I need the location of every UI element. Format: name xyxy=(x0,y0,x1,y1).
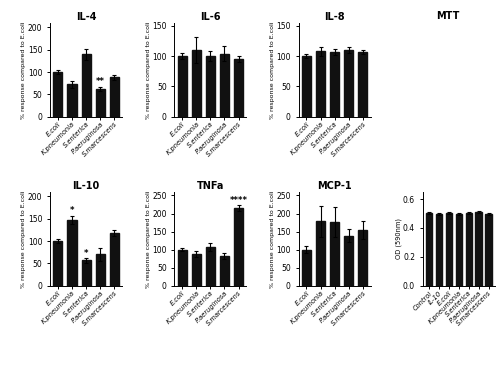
Bar xyxy=(68,84,76,117)
Bar xyxy=(206,56,215,117)
Bar xyxy=(446,213,452,286)
Bar xyxy=(96,255,105,286)
Bar xyxy=(54,72,62,117)
Bar xyxy=(234,208,243,286)
Bar xyxy=(110,77,119,117)
Title: IL-8: IL-8 xyxy=(324,12,345,22)
Y-axis label: % response compared to E.coli: % response compared to E.coli xyxy=(22,190,26,288)
Y-axis label: % response compared to E.coli: % response compared to E.coli xyxy=(146,21,150,118)
Bar xyxy=(344,50,354,117)
Y-axis label: % response compared to E.coli: % response compared to E.coli xyxy=(270,190,275,288)
Y-axis label: % response compared to E.coli: % response compared to E.coli xyxy=(22,21,26,118)
Bar xyxy=(316,221,325,286)
Bar xyxy=(82,54,90,117)
Bar xyxy=(426,213,432,286)
Bar xyxy=(178,250,186,286)
Text: *: * xyxy=(84,248,88,258)
Bar xyxy=(82,260,90,286)
Text: ****: **** xyxy=(230,196,248,205)
Bar xyxy=(192,254,201,286)
Bar xyxy=(54,241,62,286)
Bar xyxy=(358,52,368,117)
Y-axis label: % response compared to E.coli: % response compared to E.coli xyxy=(270,21,275,118)
Bar xyxy=(68,220,76,286)
Title: IL-10: IL-10 xyxy=(72,181,100,191)
Bar xyxy=(316,51,325,117)
Title: IL-4: IL-4 xyxy=(76,12,96,22)
Bar xyxy=(456,213,462,286)
Bar xyxy=(358,230,368,286)
Bar xyxy=(476,212,482,286)
Bar xyxy=(330,222,339,286)
Title: MCP-1: MCP-1 xyxy=(318,181,352,191)
Title: TNFa: TNFa xyxy=(196,181,224,191)
Bar xyxy=(486,214,492,286)
Y-axis label: OD (590nm): OD (590nm) xyxy=(395,218,402,259)
Bar xyxy=(302,250,311,286)
Bar xyxy=(220,256,229,286)
Bar xyxy=(206,247,215,286)
Bar xyxy=(192,50,201,117)
Text: *: * xyxy=(70,206,74,215)
Bar xyxy=(234,59,243,117)
Text: MTT: MTT xyxy=(436,11,459,21)
Bar xyxy=(96,89,105,117)
Bar xyxy=(178,56,186,117)
Title: IL-6: IL-6 xyxy=(200,12,220,22)
Bar xyxy=(466,213,472,286)
Bar xyxy=(330,52,339,117)
Bar xyxy=(220,54,229,117)
Bar xyxy=(110,233,119,286)
Bar xyxy=(344,236,354,286)
Bar xyxy=(436,214,442,286)
Y-axis label: % response compared to E.coli: % response compared to E.coli xyxy=(146,190,150,288)
Text: **: ** xyxy=(96,77,104,86)
Bar xyxy=(302,56,311,117)
